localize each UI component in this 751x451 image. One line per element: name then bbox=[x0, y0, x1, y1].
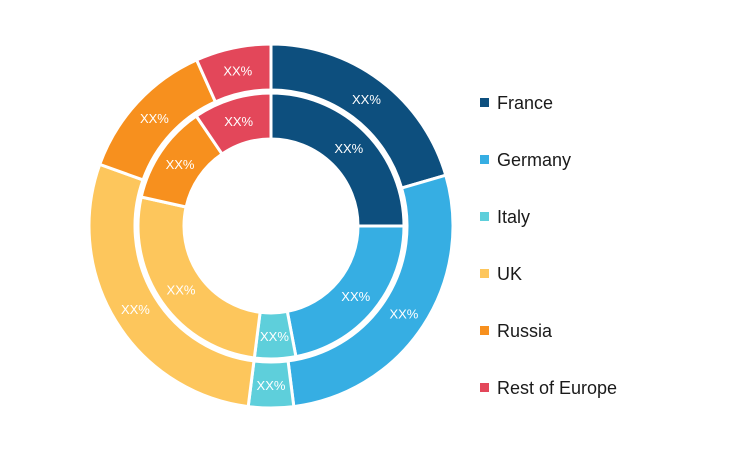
legend: France Germany Italy UK Russia Rest of Europe bbox=[480, 74, 617, 416]
inner-slice-label: XX% bbox=[166, 157, 195, 172]
legend-swatch bbox=[480, 383, 489, 392]
inner-slice-label: XX% bbox=[260, 329, 289, 344]
inner-slice-label: XX% bbox=[341, 289, 370, 304]
outer-slice-label: XX% bbox=[257, 378, 286, 393]
inner-slice-label: XX% bbox=[167, 282, 196, 297]
legend-label: Rest of Europe bbox=[497, 377, 618, 398]
legend-label: Italy bbox=[497, 206, 531, 227]
legend-item: Italy bbox=[480, 188, 617, 245]
legend-swatch bbox=[480, 326, 489, 335]
outer-slice-label: XX% bbox=[121, 302, 150, 317]
legend-label: Russia bbox=[497, 320, 553, 341]
legend-item: Rest of Europe bbox=[480, 359, 617, 416]
legend-swatch bbox=[480, 212, 489, 221]
outer-slice-label: XX% bbox=[352, 92, 381, 107]
legend-swatch bbox=[480, 98, 489, 107]
legend-swatch bbox=[480, 269, 489, 278]
inner-slice-label: XX% bbox=[334, 141, 363, 156]
legend-item: UK bbox=[480, 245, 617, 302]
outer-slice-rest-of-europe bbox=[194, 42, 273, 104]
legend-item: France bbox=[480, 74, 617, 131]
legend-label: France bbox=[497, 92, 554, 113]
legend-item: Germany bbox=[480, 131, 617, 188]
outer-slice-label: XX% bbox=[389, 306, 418, 321]
inner-slice-label: XX% bbox=[224, 114, 253, 129]
legend-label: Germany bbox=[497, 149, 572, 170]
legend-swatch bbox=[480, 155, 489, 164]
outer-slice-label: XX% bbox=[140, 111, 169, 126]
legend-item: Russia bbox=[480, 302, 617, 359]
inner-slice-rest-of-europe bbox=[194, 91, 273, 157]
inner-slice-uk bbox=[136, 195, 262, 360]
legend-label: UK bbox=[497, 263, 523, 284]
outer-slice-label: XX% bbox=[223, 64, 252, 79]
